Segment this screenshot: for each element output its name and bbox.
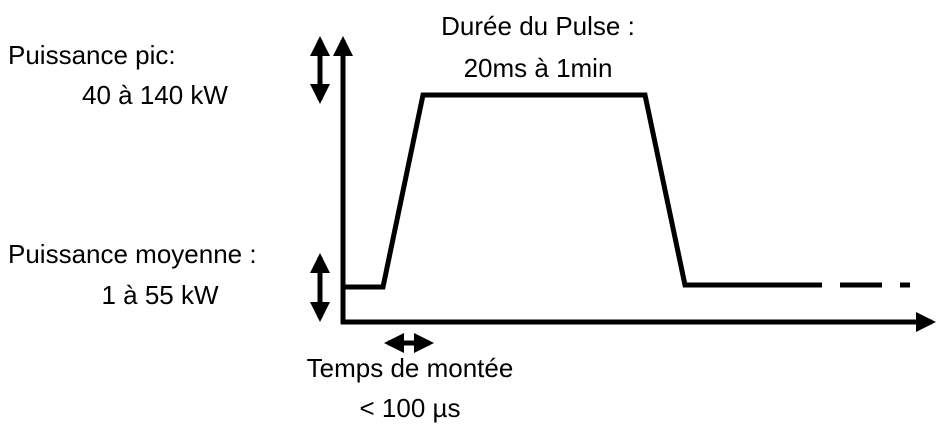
mean-title: Puissance moyenne : [8, 239, 257, 269]
peak-range: 40 à 140 kW [82, 80, 228, 110]
duration-range: 20ms à 1min [464, 53, 613, 83]
pulse-line [343, 92, 780, 290]
peak-title: Puissance pic: [8, 40, 176, 70]
mean-range: 1 à 55 kW [101, 280, 219, 310]
rise-title: Temps de montée [307, 353, 514, 383]
duration-title: Durée du Pulse : [441, 11, 635, 41]
rise-value: < 100 µs [360, 393, 461, 423]
